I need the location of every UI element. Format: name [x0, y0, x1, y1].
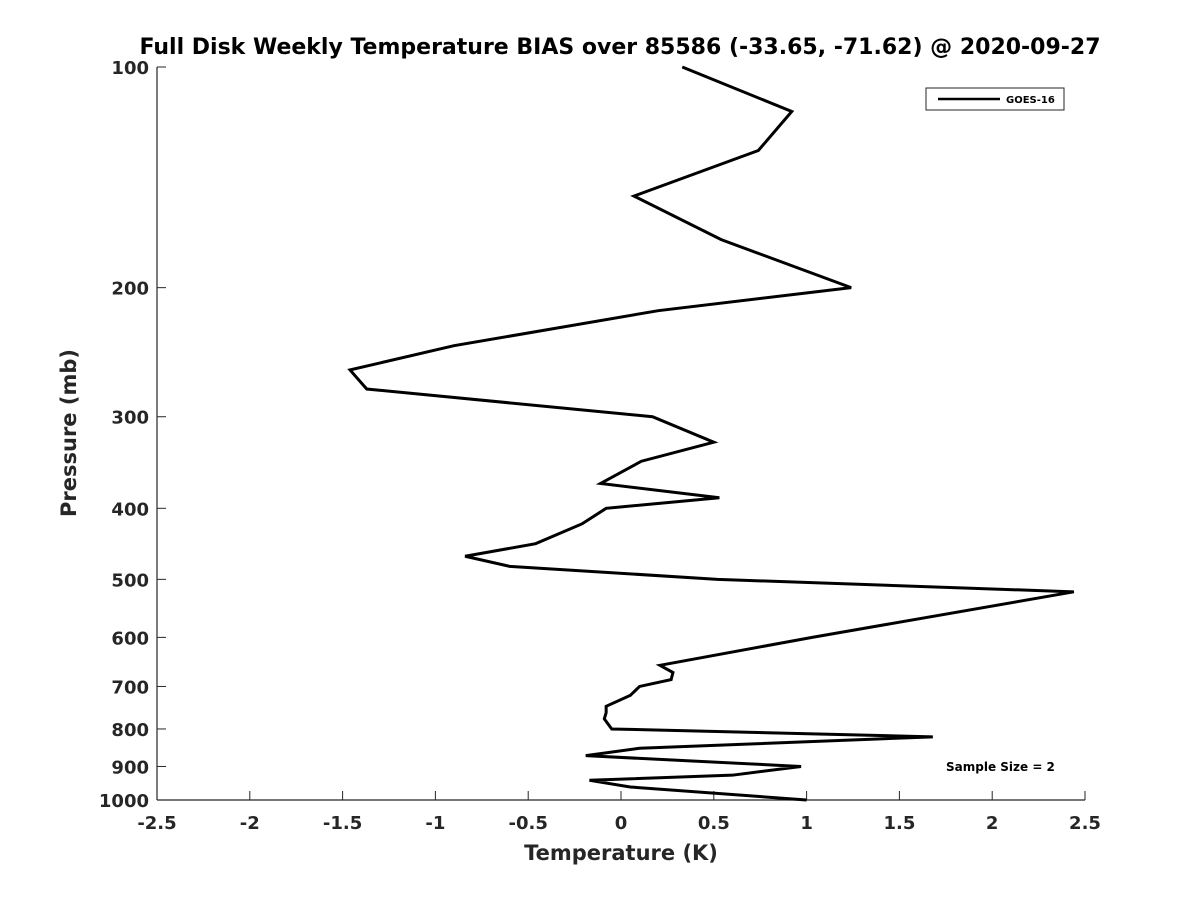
- x-tick-label: 1.5: [883, 813, 915, 834]
- x-tick-label: 1: [800, 813, 813, 834]
- legend-entry-goes-16: GOES-16: [1006, 95, 1055, 106]
- y-tick-label: 900: [111, 757, 149, 778]
- x-axis-label: Temperature (K): [524, 841, 718, 865]
- x-ticks: -2.5 -2 -1.5 -1 -0.5 0 0.5 1 1.5 2 2.5: [137, 791, 1101, 834]
- x-tick-label: 0.5: [698, 813, 730, 834]
- y-ticks: 100 200 300 400 500 600 700 800 900 1000: [99, 58, 166, 812]
- series-layer: [347, 65, 1075, 802]
- y-tick-label: 100: [111, 58, 149, 79]
- y-tick-label: 800: [111, 720, 149, 741]
- sample-size-annotation: Sample Size = 2: [946, 760, 1055, 774]
- chart-title: Full Disk Weekly Temperature BIAS over 8…: [139, 35, 1100, 60]
- x-tick-label: 2.5: [1069, 813, 1101, 834]
- x-tick-label: -1: [425, 813, 445, 834]
- y-axis-label: Pressure (mb): [57, 349, 81, 517]
- y-tick-label: 500: [111, 570, 149, 591]
- y-tick-label: 600: [111, 628, 149, 649]
- y-tick-label: 200: [111, 279, 149, 300]
- x-tick-label: -1.5: [323, 813, 362, 834]
- legend: GOES-16: [925, 87, 1065, 111]
- y-tick-label: 400: [111, 499, 149, 520]
- x-tick-label: 2: [986, 813, 999, 834]
- x-tick-label: 0: [615, 813, 628, 834]
- x-tick-label: -2: [240, 813, 260, 834]
- y-tick-label: 300: [111, 408, 149, 429]
- series-line-goes-16: [347, 65, 1075, 802]
- y-tick-label: 1000: [99, 791, 149, 812]
- y-tick-label: 700: [111, 677, 149, 698]
- x-tick-label: -0.5: [509, 813, 548, 834]
- x-tick-label: -2.5: [137, 813, 176, 834]
